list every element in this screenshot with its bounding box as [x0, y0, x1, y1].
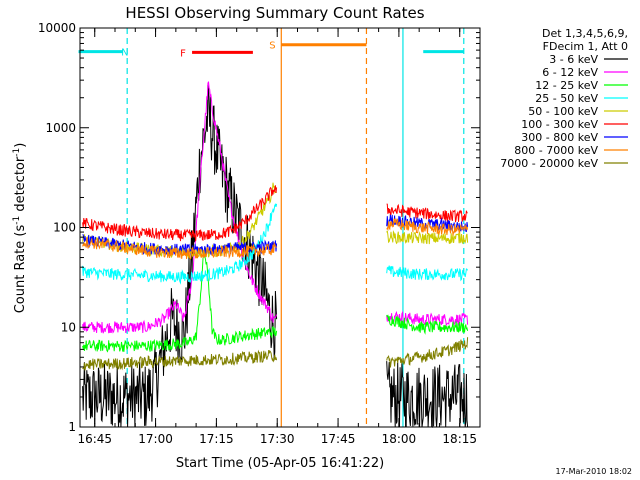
series-line-4	[386, 230, 469, 245]
legend-entry-label: 100 - 300 keV	[521, 118, 598, 131]
series-lines	[82, 81, 469, 429]
series-line-1	[82, 81, 278, 334]
axes: 16:45 17:00 17:15 17:30 17:45 18:00 18:15 1 10 10…	[38, 21, 481, 446]
legend-entry-label: 50 - 100 keV	[528, 105, 598, 118]
x-axis-label: Start Time (05-Apr-05 16:41:22)	[176, 456, 384, 471]
legend-header: Det 1,3,4,5,6,9,	[542, 27, 628, 40]
legend-entry-label: 7000 - 20000 keV	[500, 157, 598, 170]
x-tick-label: 17:00	[138, 432, 173, 446]
series-line-0	[386, 361, 469, 429]
legend-entry-label: 25 - 50 keV	[535, 92, 598, 105]
y-tick-label: 1000	[45, 121, 76, 135]
series-line-3	[82, 203, 278, 285]
legend-entry-label: 300 - 800 keV	[521, 131, 598, 144]
series-line-1	[386, 310, 469, 327]
x-tick-label: 17:45	[321, 432, 356, 446]
series-line-8	[82, 349, 278, 371]
y-axis-label: Count Rate (s-1 detector-1)	[12, 143, 28, 314]
legend-entry-label: 12 - 25 keV	[535, 79, 598, 92]
flag-label-F: F	[180, 48, 186, 59]
legend-entry-label: 800 - 7000 keV	[514, 144, 598, 157]
flag-label-N: N	[121, 48, 128, 59]
series-line-5	[386, 203, 468, 223]
legend: Det 1,3,4,5,6,9,FDecim 1, Att 03 - 6 keV…	[500, 27, 628, 170]
flag-label-S: S	[269, 41, 275, 52]
series-line-3	[386, 265, 469, 282]
series-line-2	[386, 314, 469, 335]
x-tick-label: 17:15	[199, 432, 234, 446]
timestamp: 17-Mar-2010 18:02	[556, 467, 633, 476]
x-tick-label: 17:30	[260, 432, 295, 446]
series-line-8	[386, 337, 469, 368]
y-tick-label: 1	[68, 420, 76, 434]
legend-header: FDecim 1, Att 0	[543, 40, 628, 53]
series-line-7	[386, 218, 469, 236]
chart-title: HESSI Observing Summary Count Rates	[125, 4, 424, 22]
y-tick-label: 10000	[38, 21, 76, 35]
series-line-2	[82, 251, 278, 353]
y-tick-label: 100	[53, 221, 76, 235]
x-tick-label: 16:45	[77, 432, 112, 446]
series-line-5	[82, 185, 278, 242]
y-tick-label: 10	[61, 320, 76, 334]
x-tick-label: 18:00	[382, 432, 417, 446]
series-line-7	[82, 237, 277, 260]
legend-entry-label: 3 - 6 keV	[549, 53, 598, 66]
legend-entry-label: 6 - 12 keV	[542, 66, 598, 79]
series-line-6	[82, 234, 278, 257]
x-tick-label: 18:15	[442, 432, 477, 446]
